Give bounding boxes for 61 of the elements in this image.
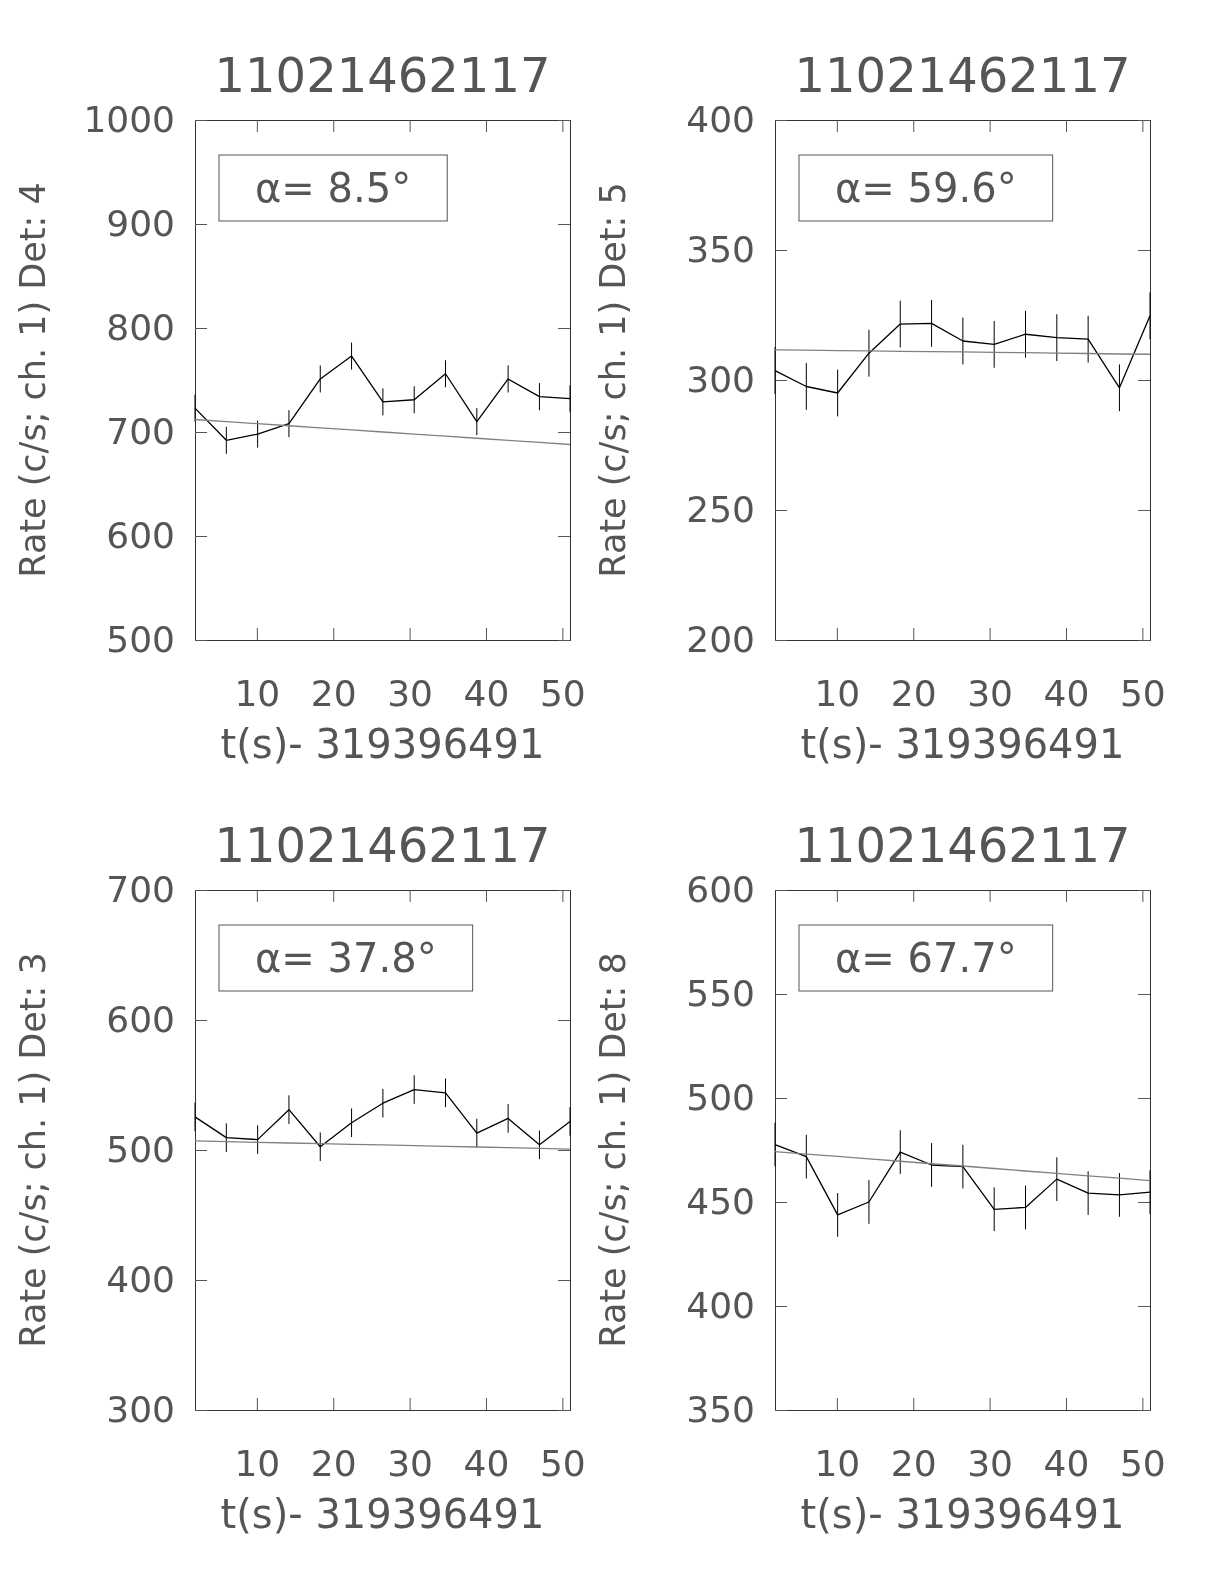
y-axis-title: Rate (c/s; ch. 1) Det: 5 <box>593 182 633 578</box>
x-tick-label: 40 <box>463 672 510 714</box>
y-tick-label: 500 <box>686 1077 755 1119</box>
x-tick-label: 10 <box>234 672 281 714</box>
y-tick-label: 550 <box>686 973 755 1015</box>
annotation: α= 37.8° <box>255 935 437 981</box>
y-tick-label: 600 <box>106 515 175 557</box>
y-tick-label: 400 <box>686 99 755 141</box>
y-tick-label: 350 <box>686 229 755 271</box>
x-tick-label: 20 <box>890 672 937 714</box>
annotation: α= 67.7° <box>835 935 1017 981</box>
y-tick-label: 700 <box>106 869 175 911</box>
line-series <box>774 1151 1151 1182</box>
y-tick-label: 400 <box>686 1285 755 1327</box>
y-tick-label: 450 <box>686 1181 755 1223</box>
y-tick-label: 600 <box>106 999 175 1041</box>
x-tick-label: 40 <box>1043 672 1090 714</box>
y-tick-label: 400 <box>106 1259 175 1301</box>
y-axis-title: Rate (c/s; ch. 1) Det: 4 <box>13 182 53 578</box>
x-tick-label: 40 <box>463 1442 510 1484</box>
x-tick-label: 20 <box>310 1442 357 1484</box>
y-axis-title: Rate (c/s; ch. 1) Det: 8 <box>593 952 633 1348</box>
annotation: α= 59.6° <box>835 165 1017 211</box>
x-tick-label: 50 <box>1119 672 1166 714</box>
x-tick-label: 10 <box>234 1442 281 1484</box>
y-tick-label: 800 <box>106 307 175 349</box>
y-tick-label: 300 <box>686 359 755 401</box>
chart-title: 11021462117 <box>794 47 1131 103</box>
chart-title: 11021462117 <box>794 817 1131 873</box>
y-tick-label: 1000 <box>83 99 175 141</box>
x-tick-label: 10 <box>814 1442 861 1484</box>
y-axis-title: Rate (c/s; ch. 1) Det: 3 <box>13 952 53 1348</box>
chart-title: 11021462117 <box>214 817 551 873</box>
chart-title: 11021462117 <box>214 47 551 103</box>
x-axis-title: t(s)- 319396491 <box>800 1491 1125 1537</box>
x-tick-label: 50 <box>1119 1442 1166 1484</box>
x-tick-label: 50 <box>539 672 586 714</box>
annotation: α= 8.5° <box>255 165 412 211</box>
x-axis-title: t(s)- 319396491 <box>220 1491 545 1537</box>
y-tick-label: 500 <box>106 619 175 661</box>
x-tick-label: 10 <box>814 672 861 714</box>
x-tick-label: 40 <box>1043 1442 1090 1484</box>
x-tick-label: 30 <box>387 1442 434 1484</box>
y-tick-label: 600 <box>686 869 755 911</box>
x-axis-title: t(s)- 319396491 <box>800 721 1125 767</box>
y-tick-label: 500 <box>106 1129 175 1171</box>
y-tick-label: 300 <box>106 1389 175 1431</box>
line-series <box>194 1140 571 1150</box>
x-axis-title: t(s)- 319396491 <box>220 721 545 767</box>
x-tick-label: 50 <box>539 1442 586 1484</box>
y-tick-label: 200 <box>686 619 755 661</box>
y-tick-label: 700 <box>106 411 175 453</box>
x-tick-label: 20 <box>890 1442 937 1484</box>
y-tick-label: 250 <box>686 489 755 531</box>
line-series <box>194 418 571 446</box>
x-tick-label: 30 <box>967 672 1014 714</box>
y-tick-label: 350 <box>686 1389 755 1431</box>
y-tick-label: 900 <box>106 203 175 245</box>
x-tick-label: 30 <box>967 1442 1014 1484</box>
x-tick-label: 20 <box>310 672 357 714</box>
x-tick-label: 30 <box>387 672 434 714</box>
